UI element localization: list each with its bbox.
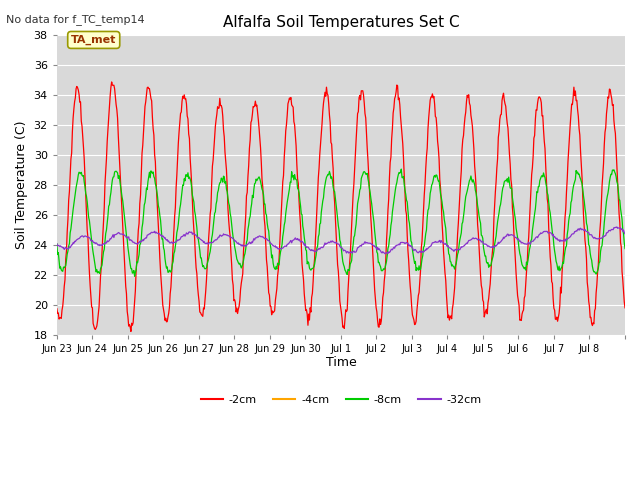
X-axis label: Time: Time xyxy=(326,356,356,369)
Legend: -2cm, -4cm, -8cm, -32cm: -2cm, -4cm, -8cm, -32cm xyxy=(196,391,486,410)
Y-axis label: Soil Temperature (C): Soil Temperature (C) xyxy=(15,120,28,249)
Text: No data for f_TC_temp14: No data for f_TC_temp14 xyxy=(6,14,145,25)
Title: Alfalfa Soil Temperatures Set C: Alfalfa Soil Temperatures Set C xyxy=(223,15,460,30)
Text: TA_met: TA_met xyxy=(71,35,116,45)
